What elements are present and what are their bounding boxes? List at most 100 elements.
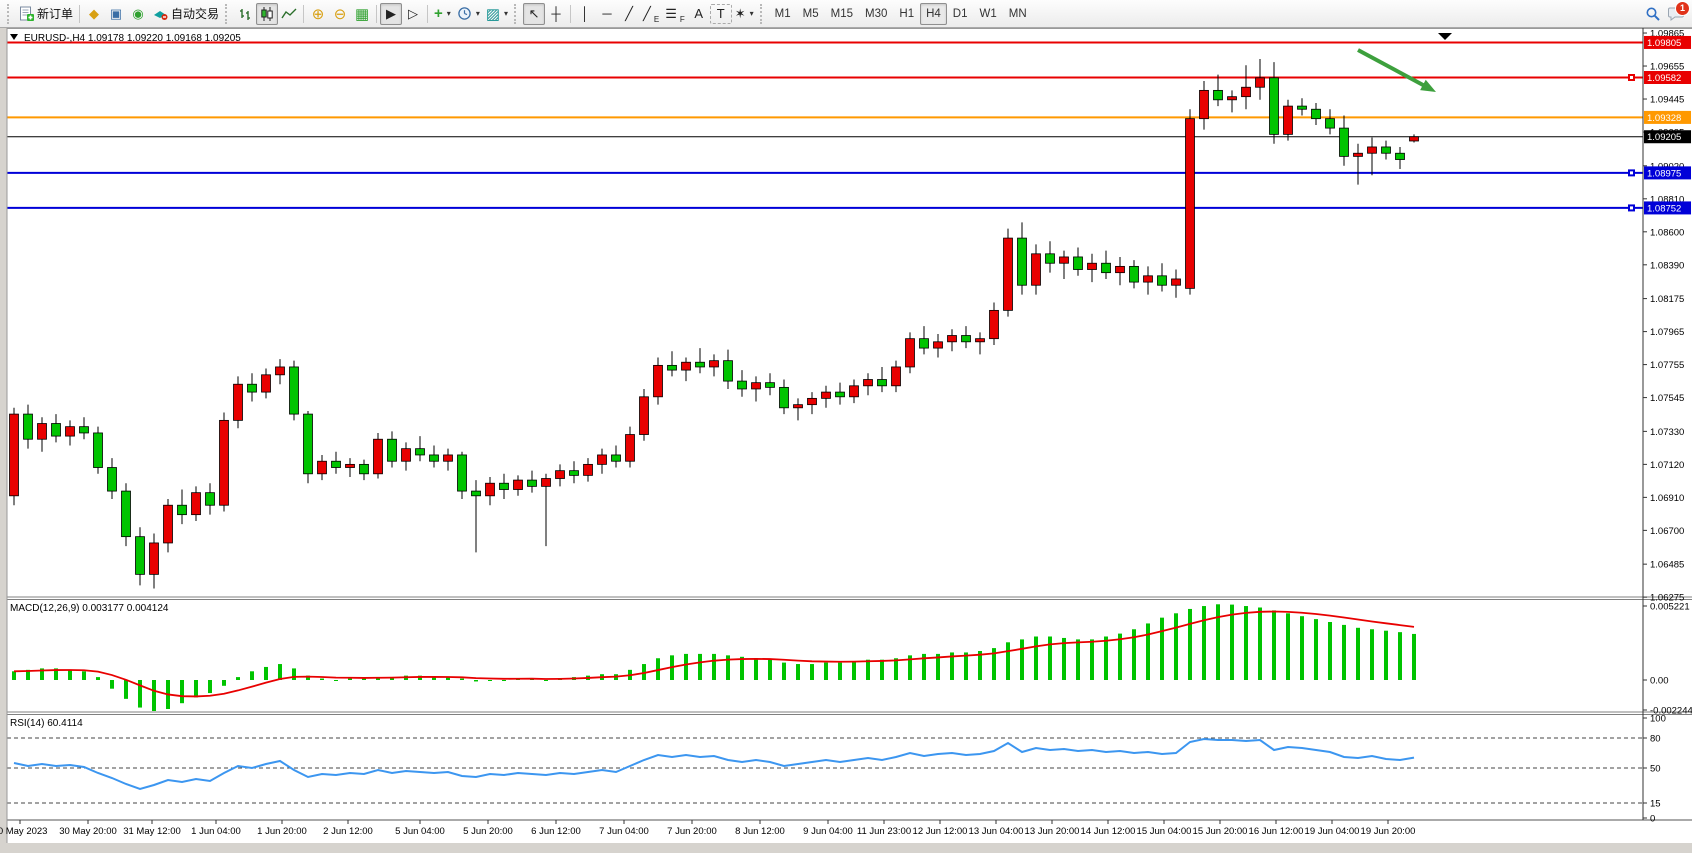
- macd-bar: [656, 658, 660, 680]
- chart-title: EURUSD-,H4 1.09178 1.09220 1.09168 1.092…: [24, 33, 241, 44]
- text-tool-button[interactable]: A: [688, 3, 710, 25]
- templates-icon: ▨: [485, 5, 501, 23]
- time-tick-label: 15 Jun 04:00: [1137, 826, 1192, 837]
- price-tick-label: 1.07120: [1650, 460, 1684, 471]
- macd-bar: [866, 659, 870, 680]
- macd-bar: [642, 664, 646, 680]
- fibonacci-button[interactable]: ☰ F: [662, 3, 688, 25]
- macd-tick-label: 0.005221: [1650, 602, 1690, 613]
- scroll-to-end-button[interactable]: ▶: [380, 2, 403, 25]
- candle-body: [317, 460, 327, 475]
- auto-trading-button[interactable]: 自动交易: [149, 3, 222, 25]
- chart-canvas[interactable]: EURUSD-,H4 1.09178 1.09220 1.09168 1.092…: [0, 28, 1692, 848]
- candlestick-chart-button[interactable]: [256, 2, 279, 25]
- candle-body: [499, 482, 509, 490]
- candle-body: [373, 438, 383, 475]
- macd-bar: [390, 677, 394, 680]
- rsi-tick-label: 15: [1650, 799, 1661, 810]
- candle-body: [513, 479, 523, 490]
- horizontal-line-objects[interactable]: [7, 41, 1643, 212]
- timeframe-m30[interactable]: M30: [865, 7, 888, 20]
- time-tick-label: 11 Jun 23:00: [857, 826, 911, 837]
- timeframe-d1[interactable]: D1: [952, 7, 968, 20]
- time-tick-label: 5 Jun 04:00: [395, 826, 445, 837]
- templates-button[interactable]: ▨ ▾: [483, 3, 511, 25]
- vertical-line-button[interactable]: │: [574, 3, 596, 25]
- timeframe-h1[interactable]: H1: [899, 7, 915, 20]
- timeframe-w1[interactable]: W1: [979, 7, 997, 20]
- candle-body: [65, 426, 75, 437]
- zoom-out-button[interactable]: ⊖: [329, 3, 351, 25]
- price-tick-label: 1.06275: [1650, 593, 1684, 604]
- sound-button[interactable]: ◉: [127, 3, 149, 25]
- label-tool-icon: T: [716, 6, 725, 21]
- macd-indicator: MACD(12,26,9) 0.003177 0.004124: [10, 603, 1416, 711]
- candle-body: [1283, 105, 1293, 135]
- data-window-button[interactable]: ▣: [105, 3, 127, 25]
- time-tick-label: 13 Jun 04:00: [969, 826, 1024, 837]
- candle-body: [1031, 253, 1041, 286]
- timeframe-h4[interactable]: H4: [920, 2, 947, 25]
- new-order-icon: [20, 6, 34, 21]
- new-order-button[interactable]: 新订单: [16, 3, 76, 25]
- search-button[interactable]: [1642, 3, 1664, 25]
- macd-bar: [1034, 636, 1038, 680]
- timeframe-mn[interactable]: MN: [1008, 7, 1027, 20]
- candle-body: [527, 479, 537, 487]
- line-chart-button[interactable]: [278, 3, 300, 25]
- macd-bar: [68, 669, 72, 680]
- toolbar-grip[interactable]: [7, 3, 12, 24]
- timeframe-m5[interactable]: M5: [802, 7, 819, 20]
- zoom-in-button[interactable]: ⊕: [307, 3, 329, 25]
- toolbar-grip[interactable]: [225, 3, 230, 24]
- time-tick-label: 13 Jun 20:00: [1025, 826, 1080, 837]
- auto-trading-icon: [154, 11, 168, 20]
- chevron-down-icon: ▾: [749, 9, 754, 18]
- label-tool-button[interactable]: T: [709, 3, 732, 24]
- periods-button[interactable]: ▾: [454, 3, 483, 25]
- macd-tick-label: 0.00: [1650, 676, 1669, 687]
- crosshair-button[interactable]: ┼: [545, 3, 567, 25]
- macd-bar: [264, 666, 268, 680]
- toolbar-grip[interactable]: [759, 3, 765, 24]
- price-axis[interactable]: 1.098651.096551.094451.092351.090201.088…: [1643, 29, 1692, 825]
- market-watch-button[interactable]: ◆: [83, 3, 105, 25]
- macd-bar: [1244, 606, 1248, 680]
- macd-bar: [40, 668, 44, 680]
- arrows-tool-button[interactable]: ✶ ▾: [732, 3, 757, 25]
- macd-bar: [460, 678, 464, 680]
- time-tick-label: 2 Jun 12:00: [323, 826, 373, 837]
- chat-button[interactable]: 1: [1664, 0, 1690, 25]
- time-tick-label: 1 Jun 20:00: [257, 826, 307, 837]
- timeframe-m1[interactable]: M1: [774, 7, 791, 20]
- chart-shift-marker[interactable]: [1438, 33, 1452, 40]
- candle-body: [1129, 265, 1139, 283]
- channel-button[interactable]: ╱ E: [640, 3, 662, 25]
- bar-chart-button[interactable]: [234, 3, 256, 25]
- macd-bar: [712, 653, 716, 680]
- time-tick-label: 7 Jun 04:00: [599, 826, 649, 837]
- zoom-out-icon: ⊖: [333, 5, 347, 23]
- chart-shift-button[interactable]: ▷: [402, 3, 424, 25]
- tile-windows-icon: ▦: [354, 5, 370, 23]
- macd-bar: [418, 675, 422, 680]
- one-click-trading-toggle[interactable]: [10, 34, 18, 40]
- time-axis[interactable]: 30 May 2023 30 May 20:00 31 May 12:00 1 Jun…: [0, 820, 1415, 837]
- cursor-button[interactable]: ↖: [523, 2, 546, 25]
- candle-body: [849, 385, 859, 398]
- macd-bar: [782, 662, 786, 680]
- new-order-label: 新订单: [37, 7, 74, 21]
- price-tick-label: 1.07545: [1650, 393, 1684, 404]
- trend-arrow-object[interactable]: [1357, 48, 1436, 92]
- toolbar-grip[interactable]: [514, 3, 519, 24]
- horizontal-line-button[interactable]: ─: [596, 3, 618, 25]
- timeframe-m15[interactable]: M15: [830, 7, 854, 20]
- price-badge-label: 1.09582: [1647, 73, 1681, 84]
- macd-bar: [1202, 606, 1206, 680]
- candle-body: [79, 426, 89, 434]
- macd-bar: [82, 671, 86, 680]
- indicators-button[interactable]: + ▾: [431, 3, 454, 25]
- trendline-button[interactable]: ╱: [618, 3, 640, 25]
- tile-windows-button[interactable]: ▦: [351, 3, 373, 25]
- macd-bar: [348, 678, 352, 680]
